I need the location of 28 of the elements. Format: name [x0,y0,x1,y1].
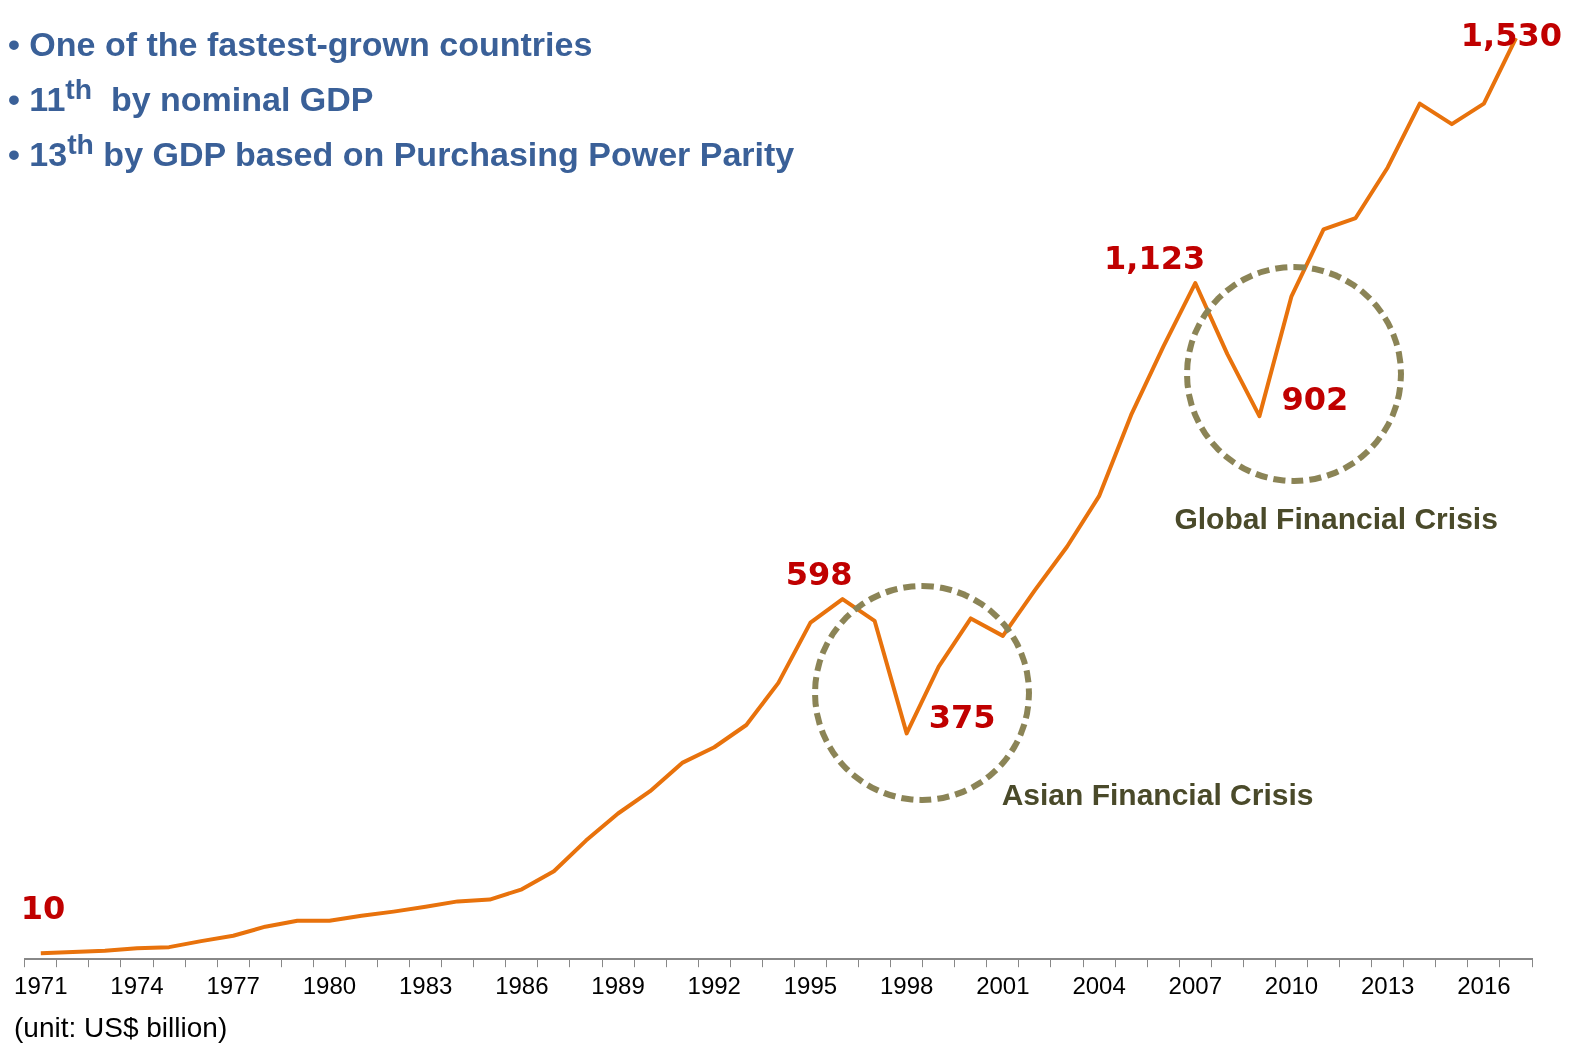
x-tick-label: 1980 [302,972,357,1000]
annotation: • 13$^{th}$ by GDP based on Purchasing Power Parity [8,127,795,176]
x-tick-label: 1989 [591,972,645,1000]
data-label: 1,530 [1460,16,1562,55]
text: (unit: US$ billion) [14,1012,228,1044]
x-tick-label: 1986 [495,972,549,1000]
x-tick-label: 2010 [1264,972,1319,1000]
x-tick-label: 1983 [398,972,453,1000]
x-tick-label: 2013 [1361,972,1415,1000]
data-label: 902 [1281,380,1349,419]
annotation: • One of the fastest-grown countries [8,24,594,65]
annotation: Global Financial Crisis [1174,502,1498,537]
data-label: 375 [928,697,996,736]
x-tick-label: 2007 [1168,972,1222,1000]
x-tick-label: 1998 [879,972,934,1000]
x-tick-label: 2016 [1457,972,1511,1000]
data-label: 10 [20,889,66,928]
data-label: 598 [785,555,853,594]
x-tick-label: 2001 [976,972,1030,1000]
x-tick-label: 1977 [206,972,260,1000]
data-label: 1,123 [1104,239,1206,278]
x-tick-label: 1971 [14,972,68,1000]
annotation: Asian Financial Crisis [1001,778,1314,813]
x-tick-label: 1974 [110,972,164,1000]
annotation: • 11$^{th}$ by nominal GDP [8,72,375,121]
x-tick-label: 2004 [1072,972,1126,1000]
x-tick-label: 1992 [687,972,741,1000]
x-tick-label: 1995 [783,972,838,1000]
